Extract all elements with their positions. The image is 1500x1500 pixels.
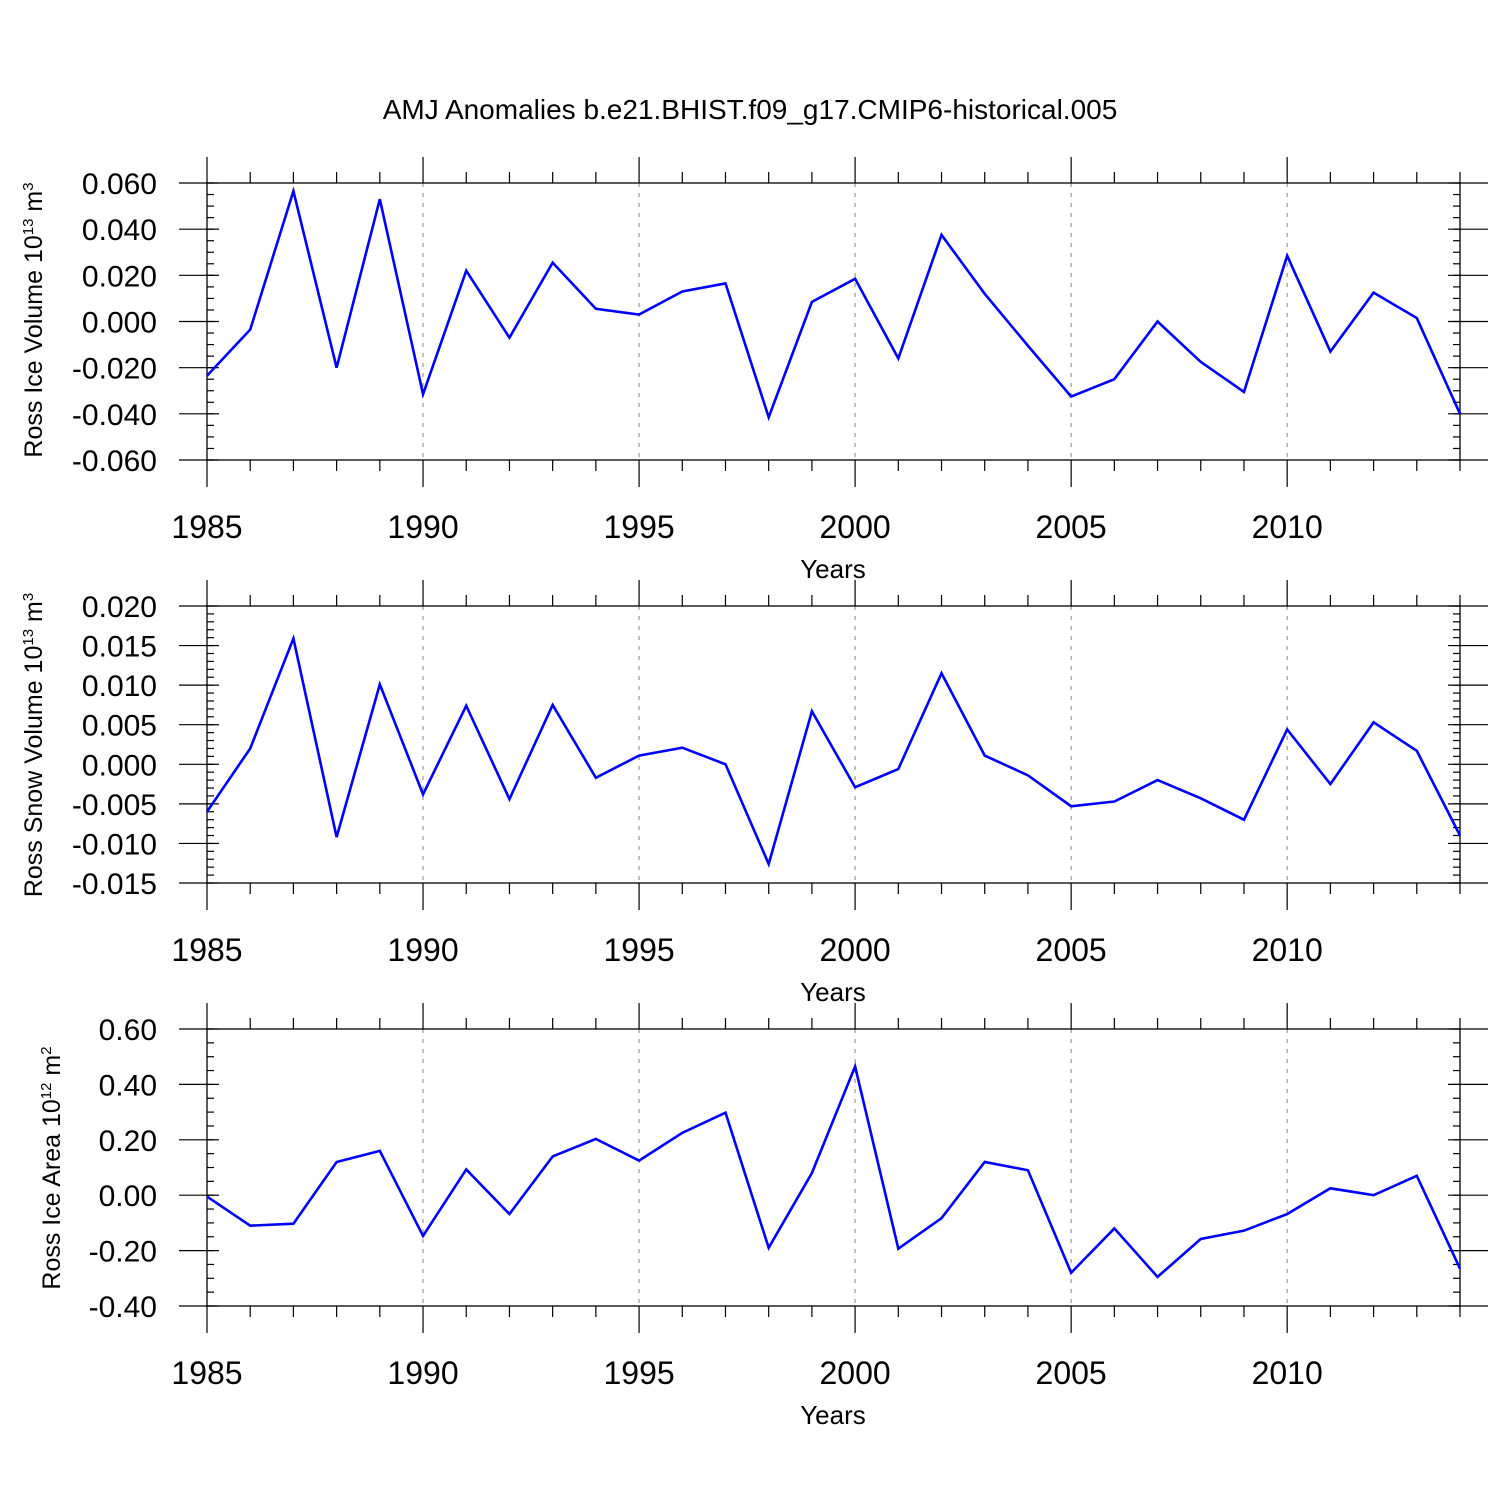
x-tick-label: 1990 xyxy=(387,1355,458,1391)
chart-panel-2: 1985 1990 1995 2000 2005 2010 Years 0.020 0.015 0… xyxy=(20,580,1488,1007)
x-tick-label: 2010 xyxy=(1252,1355,1323,1391)
y-tick-label: -0.060 xyxy=(72,445,157,478)
x-tick-label: 2000 xyxy=(820,1355,891,1391)
x-tick-label: 2010 xyxy=(1252,509,1323,545)
y-tick-label: -0.20 xyxy=(89,1236,157,1269)
y-tick-label: 0.000 xyxy=(82,749,157,782)
y-tick-label: 0.060 xyxy=(82,168,157,201)
y-tick-label: 0.010 xyxy=(82,670,157,703)
y-axis-title: Ross Ice Volume 1013 m3 xyxy=(20,182,48,457)
x-tick-label: 2000 xyxy=(820,509,891,545)
y-tick-label: 0.040 xyxy=(82,214,157,247)
x-tick-label: 2010 xyxy=(1252,932,1323,968)
x-axis-title: Years xyxy=(800,554,866,584)
chart-panel-1: 1985 1990 1995 2000 2005 2010 Years 0.060 0.040 0… xyxy=(20,157,1488,584)
y-tick-label: 0.020 xyxy=(82,260,157,293)
y-tick-label: -0.040 xyxy=(72,399,157,432)
series-line xyxy=(205,633,1462,868)
plot-frame xyxy=(206,605,1461,884)
y-tick-label: 0.000 xyxy=(82,307,157,340)
y-tick-label: 0.60 xyxy=(99,1014,157,1047)
x-tick-label: 2005 xyxy=(1036,932,1107,968)
x-tick-label: 1990 xyxy=(387,932,458,968)
y-tick-label: 0.020 xyxy=(82,591,157,624)
y-tick-label: -0.020 xyxy=(72,353,157,386)
y-tick-label: 0.005 xyxy=(82,710,157,743)
x-tick-label: 1995 xyxy=(603,509,674,545)
y-tick-label: 0.015 xyxy=(82,631,157,664)
x-tick-label: 2005 xyxy=(1036,1355,1107,1391)
x-tick-label: 1985 xyxy=(171,932,242,968)
x-axis-title: Years xyxy=(800,977,866,1007)
y-axis-title: Ross Snow Volume 1013 m3 xyxy=(20,593,48,897)
x-tick-label: 1995 xyxy=(603,932,674,968)
x-axis-title: Years xyxy=(800,1400,866,1430)
series-line xyxy=(206,186,1462,422)
x-tick-label: 1985 xyxy=(171,509,242,545)
series-line xyxy=(206,1062,1462,1279)
y-tick-label: -0.005 xyxy=(72,789,157,822)
y-tick-label: -0.40 xyxy=(89,1291,157,1324)
x-tick-label: 2005 xyxy=(1036,509,1107,545)
figure-title: AMJ Anomalies b.e21.BHIST.f09_g17.CMIP6-… xyxy=(383,94,1118,125)
y-tick-label: -0.010 xyxy=(72,828,157,861)
x-tick-label: 1985 xyxy=(171,1355,242,1391)
y-tick-label: 0.20 xyxy=(99,1125,157,1158)
chart-panel-3: 1985 1990 1995 2000 2005 2010 Years 0.60 0.40 0.2… xyxy=(38,1003,1488,1430)
x-tick-label: 2000 xyxy=(820,932,891,968)
y-tick-label: 0.40 xyxy=(99,1069,157,1102)
x-tick-label: 1990 xyxy=(387,509,458,545)
y-tick-label: -0.015 xyxy=(72,868,157,901)
y-axis-title: Ross Ice Area 1012 m2 xyxy=(38,1046,66,1289)
chart-panels: 1985 1990 1995 2000 2005 2010 Years 0.060 0.040 0… xyxy=(20,157,1488,1430)
y-tick-label: 0.00 xyxy=(99,1180,157,1213)
x-tick-label: 1995 xyxy=(603,1355,674,1391)
